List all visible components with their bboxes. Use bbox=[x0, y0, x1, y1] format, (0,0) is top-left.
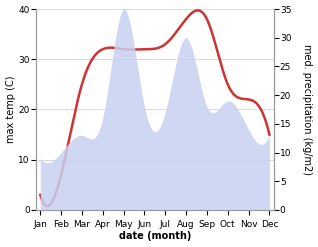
Y-axis label: max temp (C): max temp (C) bbox=[5, 76, 16, 143]
X-axis label: date (month): date (month) bbox=[119, 231, 191, 242]
Y-axis label: med. precipitation (kg/m2): med. precipitation (kg/m2) bbox=[302, 44, 313, 175]
